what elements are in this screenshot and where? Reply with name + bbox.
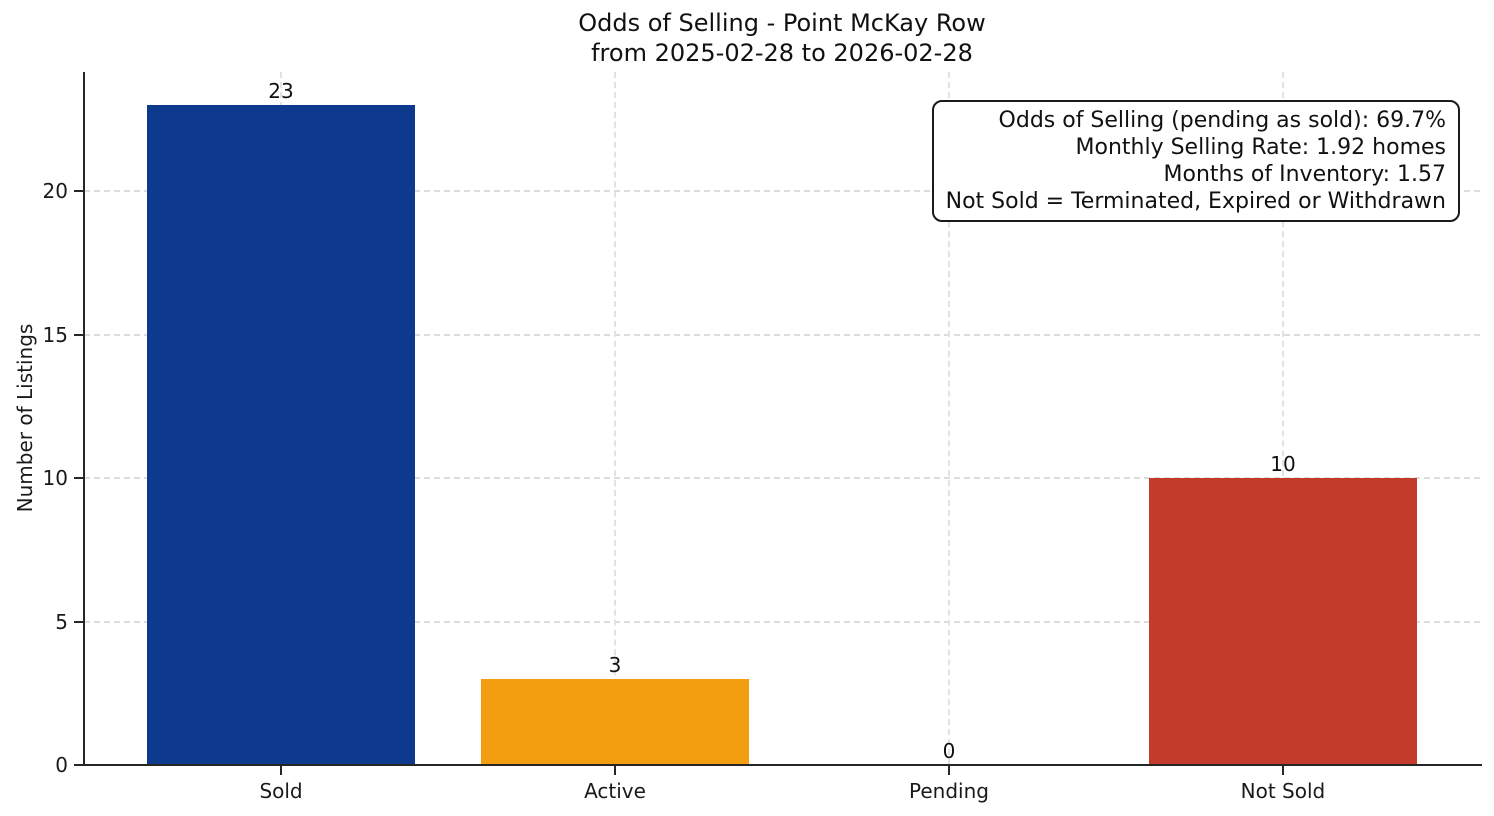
vertical-gridline	[947, 72, 950, 765]
bar-active	[481, 678, 749, 765]
plot-area: 23 3 0 10	[84, 72, 1480, 765]
vertical-gridline	[614, 72, 616, 765]
y-tick-label: 15	[42, 322, 68, 347]
horizontal-gridline	[84, 190, 1480, 193]
chart-title-line1: Odds of Selling - Point McKay Row	[578, 9, 986, 37]
y-tick-label: 10	[42, 466, 68, 491]
annotation-monthly-selling-rate: Monthly Selling Rate: 1.92 homes	[1075, 135, 1446, 160]
x-tick-mark	[614, 766, 616, 775]
vertical-gridline	[1281, 72, 1284, 765]
y-tick-mark	[74, 764, 83, 766]
annotation-not-sold-definition: Not Sold = Terminated, Expired or Withdr…	[945, 189, 1446, 214]
x-tick-label-not-sold: Not Sold	[1240, 779, 1326, 803]
y-tick-label: 20	[42, 179, 68, 204]
y-axis-spine	[83, 72, 85, 766]
horizontal-gridline	[84, 477, 1480, 480]
annotation-odds-of-selling: Odds of Selling (pending as sold): 69.7%	[998, 108, 1446, 133]
x-tick-mark	[1281, 766, 1284, 775]
x-tick-label-active: Active	[584, 779, 646, 803]
y-tick-mark	[74, 477, 83, 480]
x-tick-mark	[280, 766, 283, 775]
y-tick-mark	[74, 333, 83, 336]
x-tick-label-pending: Pending	[909, 779, 989, 803]
y-tick-mark	[74, 620, 83, 623]
x-tick-mark	[947, 766, 950, 775]
bar-value-label-pending: 0	[942, 739, 956, 763]
x-tick-label-sold: Sold	[259, 779, 303, 803]
y-tick-label: 5	[55, 609, 68, 634]
bar-not-sold	[1149, 478, 1417, 765]
annotation-months-of-inventory: Months of Inventory: 1.57	[1163, 162, 1446, 187]
chart-title-line2: from 2025-02-28 to 2026-02-28	[591, 39, 973, 67]
bar-value-label-sold: 23	[268, 79, 294, 103]
bar-value-label-active: 3	[608, 652, 622, 677]
stats-annotation-box: Odds of Selling (pending as sold): 69.7%…	[931, 100, 1460, 222]
x-axis-spine	[83, 764, 1482, 766]
horizontal-gridline	[84, 620, 1480, 623]
bar-sold	[147, 105, 415, 765]
y-tick-label: 0	[55, 753, 68, 777]
bar-value-label-not-sold: 10	[1270, 452, 1296, 477]
chart-title: Odds of Selling - Point McKay Row from 2…	[84, 8, 1480, 68]
horizontal-gridline	[84, 333, 1480, 336]
y-tick-mark	[74, 190, 83, 193]
